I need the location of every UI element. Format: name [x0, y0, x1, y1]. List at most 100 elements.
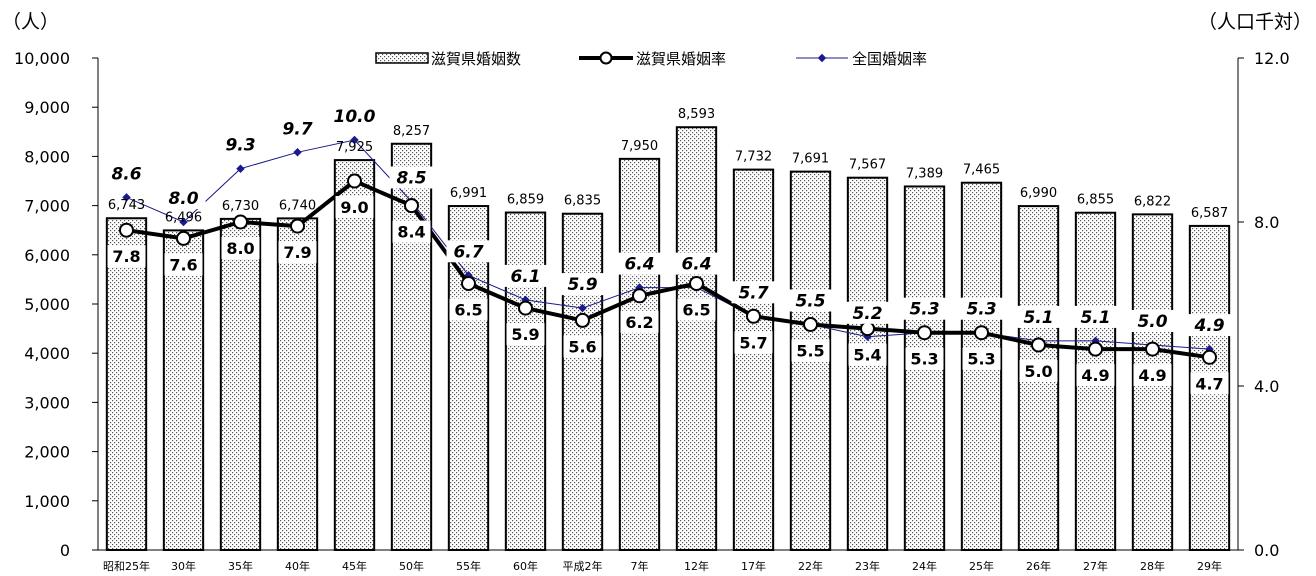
bar-value-label: 7,567 [849, 158, 886, 173]
shiga-rate-label: 6.2 [625, 313, 653, 332]
national-rate-label: 8.5 [396, 169, 426, 189]
national-label-background [1130, 310, 1175, 332]
shiga-rate-label: 5.9 [511, 325, 539, 344]
x-tick-label: 23年 [855, 559, 880, 573]
bar-value-label: 6,835 [564, 194, 601, 209]
national-rate-label: 5.1 [1080, 308, 1110, 328]
national-label-background [1073, 305, 1118, 328]
shiga-rate-marker [290, 218, 305, 234]
shiga-rate-label: 7.6 [169, 255, 197, 274]
national-rate-label: 8.6 [111, 164, 141, 184]
national-label-background [218, 133, 263, 156]
right-tick-label: 0.0 [1254, 541, 1279, 560]
bar [504, 211, 547, 551]
shiga-rate-label: 5.3 [967, 350, 995, 369]
national-label-background [1187, 314, 1232, 337]
x-tick-label: 17年 [741, 559, 766, 573]
national-label-background [731, 281, 776, 304]
national-rate-marker [236, 164, 245, 173]
legend-national-marker [817, 53, 827, 63]
x-tick-label: 29年 [1197, 559, 1222, 573]
shiga-label-background [677, 298, 716, 321]
national-rate-line [126, 139, 1210, 350]
bar [333, 159, 376, 551]
national-label-background [674, 252, 719, 275]
national-rate-label: 10.0 [334, 107, 376, 127]
legend-national-label: 全国婚姻率 [852, 50, 927, 68]
left-tick-label: 8,000 [24, 147, 70, 166]
shiga-rate-marker [1031, 337, 1046, 353]
bar [105, 217, 148, 552]
national-label-background [332, 105, 377, 127]
legend-bar-swatch [375, 52, 429, 64]
legend: 滋賀県婚姻数 滋賀県婚姻率 全国婚姻率 [375, 50, 927, 68]
national-label-background [104, 162, 149, 185]
shiga-rate-label: 5.4 [853, 346, 881, 365]
bar-value-label: 7,732 [735, 150, 772, 165]
x-tick-label: 30年 [171, 559, 196, 573]
bar-value-label: 6,740 [279, 198, 316, 213]
shiga-label-background [449, 298, 488, 321]
shiga-label-background [278, 241, 317, 264]
shiga-rate-label: 7.8 [112, 247, 140, 266]
national-rate-label: 5.3 [909, 300, 939, 320]
shiga-label-background [164, 253, 203, 276]
national-label-background [446, 240, 491, 263]
x-tick-label: 昭和25年 [103, 559, 150, 573]
shiga-rate-label: 5.7 [739, 333, 767, 352]
bar-value-label: 7,465 [963, 163, 1000, 178]
shiga-rate-label: 4.7 [1195, 374, 1223, 393]
legend-shiga-label: 滋賀県婚姻率 [636, 50, 726, 68]
shiga-label-background [1019, 360, 1058, 382]
axes: 0 1,000 2,000 3,000 4,000 5,000 6,000 7,000 8,00… [14, 49, 1290, 573]
right-axis-unit-label: （人口千対） [1198, 11, 1312, 33]
shiga-rate-label: 4.9 [1138, 366, 1166, 385]
national-label-background [503, 264, 548, 287]
shiga-rate-label: 8.4 [397, 223, 425, 242]
x-tick-label: 45年 [342, 559, 367, 573]
bar-value-label: 6,859 [507, 193, 544, 208]
national-rate-label: 6.1 [510, 267, 540, 287]
bar-value-label: 6,855 [1077, 193, 1114, 208]
x-tick-label: 26年 [1026, 559, 1051, 573]
shiga-rate-marker [803, 317, 818, 332]
shiga-rate-label: 5.6 [568, 337, 596, 356]
shiga-rate-marker [632, 288, 647, 304]
bar-value-label: 7,389 [906, 166, 943, 181]
national-label-background [788, 289, 833, 312]
national-rate-label: 6.4 [624, 255, 654, 275]
bar-value-label: 6,822 [1134, 194, 1171, 209]
left-axis-unit-label: （人） [2, 11, 59, 33]
national-rate-label: 9.7 [282, 119, 312, 139]
shiga-rate-marker [917, 325, 932, 341]
right-tick-label: 4.0 [1254, 377, 1279, 396]
national-rate-label: 6.4 [681, 255, 711, 275]
bar-value-label: 7,950 [621, 139, 658, 154]
national-label-background [845, 301, 890, 324]
national-rate-marker [578, 303, 587, 313]
bar [618, 157, 661, 552]
shiga-label-background [335, 196, 374, 218]
shiga-rate-line [126, 179, 1210, 360]
shiga-rate-marker [1088, 341, 1103, 357]
shiga-rate-marker [347, 173, 362, 189]
left-tick-label: 7,000 [24, 197, 70, 216]
shiga-rate-marker [746, 308, 761, 324]
x-tick-label: 55年 [456, 559, 481, 573]
rate-lines [119, 135, 1217, 365]
shiga-rate-marker [404, 198, 419, 214]
data-labels: 6,743 6,496 6,730 6,740 7,925 8,257 6,991 6,859… [104, 105, 1232, 395]
bar-value-label: 8,257 [393, 124, 430, 139]
national-rate-label: 4.9 [1193, 316, 1224, 336]
shiga-label-background [506, 323, 545, 346]
bars [105, 126, 1231, 552]
shiga-rate-label: 4.9 [1081, 366, 1109, 385]
x-tick-label: 24年 [912, 559, 937, 573]
shiga-rate-marker [1202, 349, 1217, 365]
shiga-rate-label: 6.5 [454, 301, 482, 320]
shiga-label-background [1076, 364, 1115, 387]
bar-value-label: 6,587 [1191, 206, 1228, 221]
shiga-rate-marker [119, 222, 134, 238]
national-label-background [161, 187, 206, 209]
